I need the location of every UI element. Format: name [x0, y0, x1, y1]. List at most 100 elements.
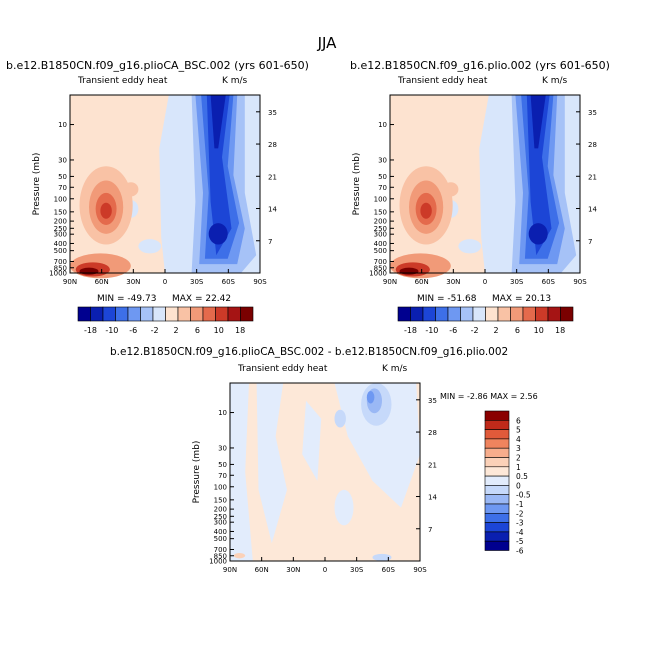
colorbar-label: -10: [105, 326, 118, 335]
y-tick-label: 700: [374, 258, 387, 266]
colorbar-swatch: [547, 306, 561, 322]
y-axis-label: Pressure (mb): [32, 153, 42, 216]
y-tick-label: 700: [214, 546, 227, 554]
colorbar-swatch: [484, 475, 510, 486]
field-contour: [208, 223, 228, 245]
x-tick-label: 90S: [413, 566, 427, 574]
panel2-title: b.e12.B1850CN.f09_g16.plio.002 (yrs 601-…: [350, 59, 610, 72]
y-tick-label: 500: [374, 247, 387, 255]
y-tick-label: 150: [54, 208, 67, 216]
y-tick-label: 300: [214, 519, 227, 527]
colorbar-label: -10: [425, 326, 438, 335]
colorbar-label: -3: [516, 519, 524, 528]
colorbar-swatch: [484, 540, 510, 551]
colorbar-label: 2: [516, 454, 521, 463]
field-contour: [530, 95, 546, 149]
y-tick-label: 400: [374, 240, 387, 248]
colorbar-swatch: [560, 306, 574, 322]
colorbar-swatch: [485, 306, 499, 322]
y-tick-label: 70: [218, 472, 227, 480]
panel3-subtitle: Transient eddy heat: [238, 364, 328, 374]
colorbar-swatch: [535, 306, 549, 322]
colorbar-swatch: [227, 306, 241, 322]
colorbar-swatch: [152, 306, 166, 322]
colorbar-label: 3: [516, 444, 521, 453]
y-tick-label: 200: [374, 218, 387, 226]
y-tick-label: 70: [378, 184, 387, 192]
panel3-chart: 90N 60N 30N 0 30S 60S 90S103050701001502002503…: [192, 382, 437, 574]
field-contour: [79, 267, 99, 275]
colorbar-label: 0.5: [516, 472, 528, 481]
height-tick-label: 35: [268, 109, 277, 117]
y-tick-label: 500: [214, 535, 227, 543]
field-contour: [458, 239, 482, 254]
x-tick-label: 0: [483, 278, 487, 286]
colorbar-swatch: [177, 306, 191, 322]
y-tick-label: 150: [374, 208, 387, 216]
height-tick-label: 21: [268, 173, 277, 181]
colorbar-swatch: [484, 531, 510, 542]
x-tick-label: 30S: [510, 278, 524, 286]
colorbar-label: -18: [84, 326, 97, 335]
colorbar-swatch: [90, 306, 104, 322]
colorbar-swatch: [522, 306, 536, 322]
height-tick-label: 35: [588, 109, 597, 117]
colorbar-label: 10: [214, 326, 224, 335]
y-tick-label: 70: [58, 184, 67, 192]
colorbar-label: 1: [516, 463, 521, 472]
colorbar-swatch: [484, 494, 510, 505]
x-tick-label: 60S: [222, 278, 236, 286]
panel2-field: [390, 95, 580, 279]
y-tick-label: 30: [58, 156, 67, 164]
y-tick-label: 300: [54, 231, 67, 239]
panel1-chart: 90N 60N 30N 0 30S 60S 90S103050701001502002503…: [32, 94, 277, 286]
y-axis-label: Pressure (mb): [352, 153, 362, 216]
panel2-max-label: MAX = 20.13: [492, 294, 552, 304]
colorbar-swatch: [460, 306, 474, 322]
colorbar-swatch: [484, 410, 510, 421]
colorbar-label: 4: [516, 435, 521, 444]
page-title: JJA: [317, 34, 337, 52]
field-contour: [233, 552, 246, 559]
colorbar-swatch: [497, 306, 511, 322]
colorbar-label: 18: [555, 326, 565, 335]
y-tick-label: 30: [218, 444, 227, 452]
panel3-title: b.e12.B1850CN.f09_g16.plioCA_BSC.002 - b…: [110, 346, 509, 358]
colorbar-label: -0.5: [516, 491, 531, 500]
y-tick-label: 850: [214, 552, 227, 560]
colorbar-label: -2: [471, 326, 479, 335]
height-tick-label: 7: [588, 238, 592, 246]
x-tick-label: 30S: [350, 566, 364, 574]
y-tick-label: 500: [54, 247, 67, 255]
x-tick-label: 60S: [382, 566, 396, 574]
y-tick-label: 200: [214, 506, 227, 514]
colorbar-label: -6: [129, 326, 137, 335]
panel3-minmax-label: MIN = -2.86 MAX = 2.56: [440, 392, 538, 401]
field-contour: [334, 409, 346, 428]
colorbar-swatch: [422, 306, 436, 322]
colorbar-swatch: [435, 306, 449, 322]
y-tick-label: 50: [218, 461, 227, 469]
colorbar-swatch: [202, 306, 216, 322]
panel1-subtitle: Transient eddy heat: [78, 76, 168, 86]
colorbar-label: -2: [516, 509, 524, 518]
x-tick-label: 30N: [126, 278, 140, 286]
field-contour: [210, 95, 226, 149]
y-tick-label: 250: [54, 225, 67, 233]
y-tick-label: 400: [54, 240, 67, 248]
field-contour: [138, 239, 162, 254]
y-tick-label: 200: [54, 218, 67, 226]
field-contour: [443, 182, 459, 197]
y-tick-label: 10: [378, 121, 387, 129]
panel1-title: b.e12.B1850CN.f09_g16.plioCA_BSC.002 (yr…: [6, 59, 309, 72]
x-tick-label: 30S: [190, 278, 204, 286]
height-tick-label: 28: [588, 141, 597, 149]
panel1-min-label: MIN = -49.73: [97, 294, 157, 304]
colorbar-label: -2: [151, 326, 159, 335]
y-tick-label: 50: [58, 173, 67, 181]
colorbar-swatch: [472, 306, 486, 322]
panel2-chart: 90N 60N 30N 0 30S 60S 90S103050701001502002503…: [352, 94, 597, 286]
colorbar-swatch: [102, 306, 116, 322]
x-tick-label: 90S: [573, 278, 587, 286]
colorbar-swatch: [215, 306, 229, 322]
